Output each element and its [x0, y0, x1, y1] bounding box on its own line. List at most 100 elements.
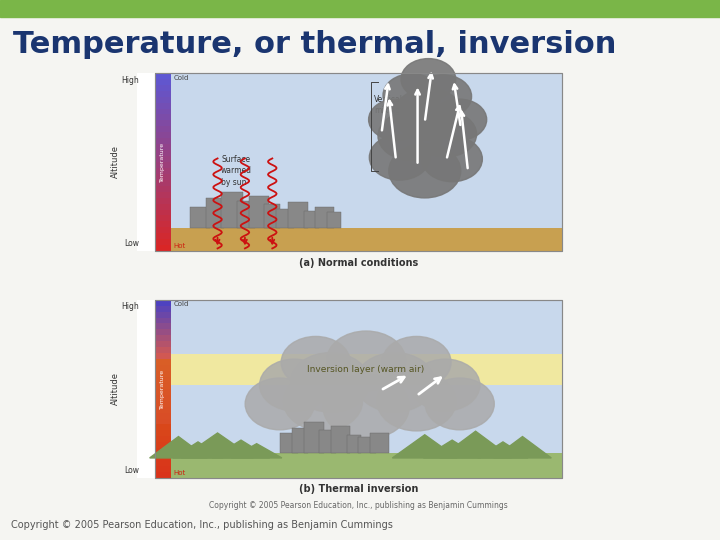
Bar — [155, 418, 171, 424]
Bar — [155, 413, 171, 418]
Text: (a) Normal conditions: (a) Normal conditions — [299, 258, 418, 268]
Bar — [237, 201, 255, 228]
Bar — [327, 212, 341, 228]
Bar — [155, 389, 171, 395]
Circle shape — [377, 372, 456, 431]
Bar — [155, 472, 171, 478]
Bar — [206, 198, 224, 228]
Bar — [155, 132, 171, 138]
Circle shape — [369, 99, 423, 140]
Circle shape — [281, 336, 350, 388]
Bar — [155, 359, 171, 365]
Bar — [155, 120, 171, 126]
Polygon shape — [231, 444, 282, 458]
Circle shape — [283, 372, 362, 431]
Bar — [155, 168, 171, 174]
Text: Low: Low — [124, 466, 139, 475]
Circle shape — [416, 111, 477, 157]
Text: Altitude: Altitude — [111, 372, 120, 406]
Bar — [155, 180, 171, 186]
Bar — [155, 233, 171, 239]
Bar — [155, 138, 171, 144]
Bar — [280, 433, 298, 453]
Bar — [155, 126, 171, 132]
Bar — [190, 206, 210, 228]
Text: High: High — [121, 76, 139, 85]
Bar — [155, 186, 171, 192]
Bar — [359, 437, 376, 453]
Circle shape — [389, 144, 461, 198]
Bar — [155, 466, 171, 472]
Circle shape — [410, 359, 480, 411]
Bar — [155, 335, 171, 341]
Circle shape — [394, 88, 463, 140]
Bar — [155, 306, 171, 312]
Polygon shape — [392, 435, 457, 458]
Polygon shape — [181, 433, 253, 458]
Bar — [155, 430, 171, 436]
Bar — [319, 430, 336, 453]
Bar — [155, 353, 171, 359]
Text: Copyright © 2005 Pearson Education, Inc., publishing as Benjamin Cummings: Copyright © 2005 Pearson Education, Inc.… — [11, 520, 392, 530]
Bar — [155, 73, 562, 251]
Bar — [155, 221, 171, 227]
Polygon shape — [212, 440, 270, 458]
Bar — [0, 0, 720, 17]
Bar — [137, 300, 562, 478]
Bar — [155, 73, 562, 251]
Circle shape — [414, 75, 472, 118]
Circle shape — [425, 378, 494, 430]
Bar — [171, 453, 562, 478]
Bar — [155, 442, 171, 448]
Bar — [346, 435, 361, 453]
Bar — [304, 422, 324, 453]
Bar — [304, 211, 320, 228]
Bar — [155, 144, 171, 150]
Bar — [171, 354, 562, 385]
Text: Hot: Hot — [174, 470, 186, 476]
Bar — [155, 365, 171, 371]
Circle shape — [422, 136, 482, 181]
Bar — [155, 300, 171, 306]
Polygon shape — [440, 431, 512, 458]
Circle shape — [383, 73, 441, 117]
Text: Vertical
mixing: Vertical mixing — [374, 94, 403, 116]
Circle shape — [245, 378, 314, 430]
Bar — [171, 228, 562, 251]
Bar — [155, 85, 171, 91]
Text: Low: Low — [124, 239, 139, 248]
Bar — [155, 114, 171, 120]
Circle shape — [323, 374, 409, 439]
Bar — [155, 156, 171, 162]
Text: Altitude: Altitude — [111, 145, 120, 179]
Bar — [155, 109, 171, 114]
Text: Cold: Cold — [174, 75, 189, 80]
Bar — [155, 162, 171, 168]
Bar — [370, 433, 389, 453]
Bar — [155, 347, 171, 353]
Bar — [155, 198, 171, 204]
Bar — [155, 407, 171, 413]
Text: Temperature, or thermal, inversion: Temperature, or thermal, inversion — [13, 30, 616, 59]
Bar — [155, 377, 171, 383]
Bar — [155, 401, 171, 407]
Bar — [155, 91, 171, 97]
Bar — [155, 103, 171, 109]
Bar — [288, 202, 308, 228]
Bar — [155, 215, 171, 221]
Bar — [155, 150, 171, 156]
Bar — [155, 239, 171, 245]
Bar — [292, 428, 307, 453]
Text: High: High — [121, 302, 139, 312]
Bar — [155, 300, 562, 478]
Bar — [155, 460, 171, 466]
Bar — [155, 395, 171, 401]
Bar — [222, 192, 243, 228]
Bar — [137, 73, 562, 251]
Bar — [155, 424, 171, 430]
Bar — [155, 383, 171, 389]
Circle shape — [382, 336, 451, 388]
Bar — [155, 227, 171, 233]
Bar — [331, 426, 350, 453]
Bar — [264, 205, 280, 228]
